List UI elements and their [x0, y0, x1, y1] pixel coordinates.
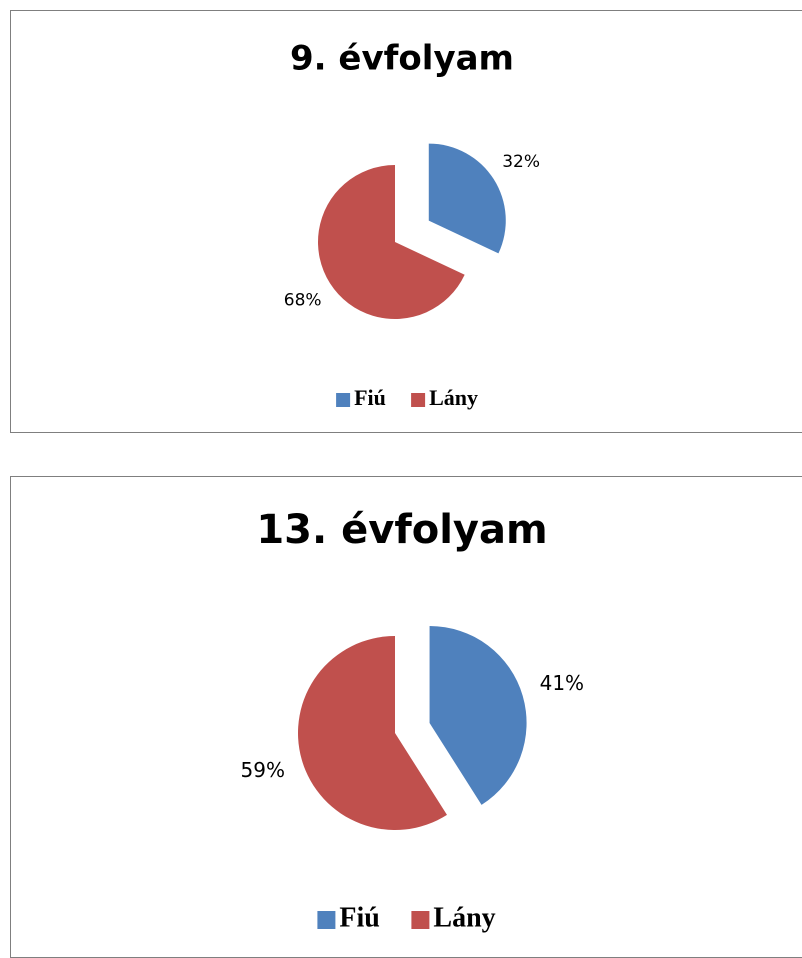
legend-swatch — [336, 393, 351, 407]
pie-slice — [318, 165, 465, 320]
pie-slice — [429, 625, 527, 805]
legend-swatch — [317, 911, 336, 929]
pie-slice — [298, 636, 447, 830]
data-label: 68% — [284, 291, 322, 311]
data-label: 32% — [502, 152, 540, 172]
legend-swatch — [411, 393, 426, 407]
data-label: 41% — [540, 671, 584, 695]
chart-frame — [10, 476, 802, 958]
legend-label: Fiú — [339, 902, 379, 933]
pie-slice — [428, 143, 506, 254]
chart-frame — [10, 10, 802, 433]
legend-label: Fiú — [354, 385, 386, 410]
chart-title: 9. évfolyam — [290, 39, 514, 79]
legend-label: Lány — [429, 385, 478, 410]
legend-label: Lány — [433, 902, 495, 933]
data-label: 59% — [241, 758, 285, 782]
chart-title: 13. évfolyam — [256, 507, 547, 553]
legend-swatch — [411, 911, 430, 929]
